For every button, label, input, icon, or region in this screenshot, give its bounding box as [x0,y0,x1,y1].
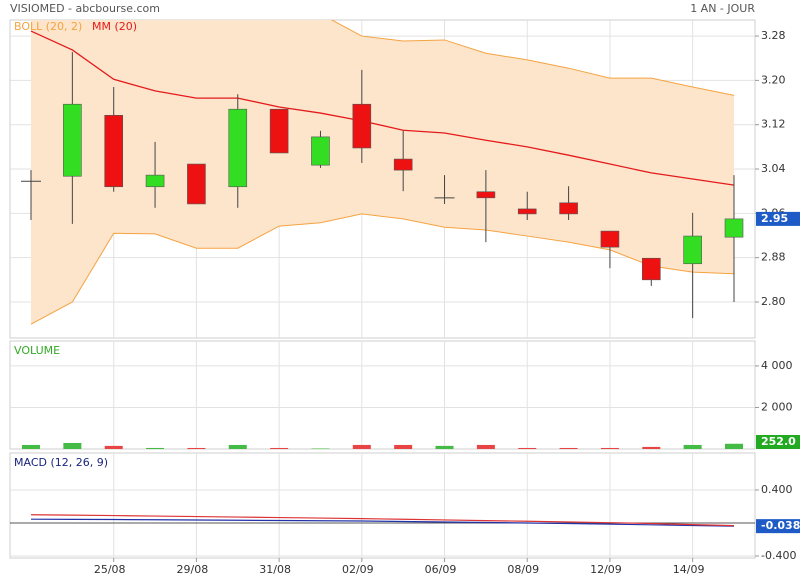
x-tick-label: 14/09 [673,563,705,576]
panel-title: VOLUME [14,344,60,357]
chart-title: VISIOMED - abcbourse.com [10,2,160,15]
y-tick-label: 2.80 [761,295,786,308]
candle-body [641,257,661,281]
legend-ma: MM (20) [92,20,137,33]
volume-bar [228,444,247,449]
value-badge [756,519,800,534]
x-tick-label: 25/08 [94,563,126,576]
volume-bar [435,445,454,449]
x-tick-label: 02/09 [342,563,374,576]
value-badge-label: 2.95 [761,212,788,225]
volume-bar [559,447,578,449]
value-badge [756,211,800,226]
band-fill [31,20,734,325]
volume-bar [146,447,165,449]
volume-bar [63,442,82,449]
volume-bar [270,447,289,449]
volume-bar [725,443,743,449]
volume-bar [22,444,40,449]
y-tick-label: 2 000 [761,400,793,413]
x-tick-label: 08/09 [507,563,539,576]
volume-bar [352,444,371,449]
candle-body [476,191,496,199]
main-plot [21,20,744,325]
chart-subtitle: 1 AN - JOUR [690,2,755,15]
legend-bands: BOLL (20, 2) [14,20,82,33]
volume-bar [311,448,330,449]
candle-body [600,230,620,248]
candle-body [104,114,124,188]
volume-bar [187,447,206,449]
volume-bar [600,447,619,449]
candle-body [559,202,578,215]
x-tick-label: 06/09 [425,563,457,576]
band-lower [30,213,735,325]
y-tick-label: 3.04 [761,162,786,175]
y-tick-label: 3.12 [761,118,786,131]
y-tick-label: 3.28 [761,29,786,42]
volume-bar [104,445,123,449]
x-tick-label: 31/08 [259,563,291,576]
candle-body [311,136,330,166]
panel-title: MACD (12, 26, 9) [14,456,108,469]
volume-bar [683,444,702,449]
candle-body [683,235,702,265]
y-tick-label: 3.20 [761,73,786,86]
moving-average [30,30,735,186]
candle-body [393,158,413,171]
band-upper [330,20,735,96]
y-tick-label: 2.88 [761,251,786,264]
x-tick-label: 29/08 [177,563,209,576]
volume-bar [642,446,661,449]
volume-bar [518,447,537,449]
volume-bar [476,444,495,449]
candle-body [724,218,744,238]
volume-bar [394,444,413,449]
panel-frame [9,452,756,559]
y-tick-label: 4 000 [761,359,793,372]
y-tick-label: 0.400 [761,483,793,496]
panel-frame [9,340,756,450]
candle-body [187,163,206,205]
panel-frame [9,19,756,339]
macd-line [30,518,735,527]
candle-body [228,108,248,188]
candle-body [269,108,289,154]
candle-body [63,103,82,177]
value-badge [756,435,800,449]
candle-body [352,103,372,149]
candle-body [145,174,165,188]
macd-line [30,514,735,527]
y-tick-label: -0.400 [761,549,796,562]
x-tick-label: 12/09 [590,563,622,576]
value-badge-label: -0.038 [761,519,800,532]
value-badge-label: 252.0 [761,435,796,448]
candle-body [517,208,537,215]
